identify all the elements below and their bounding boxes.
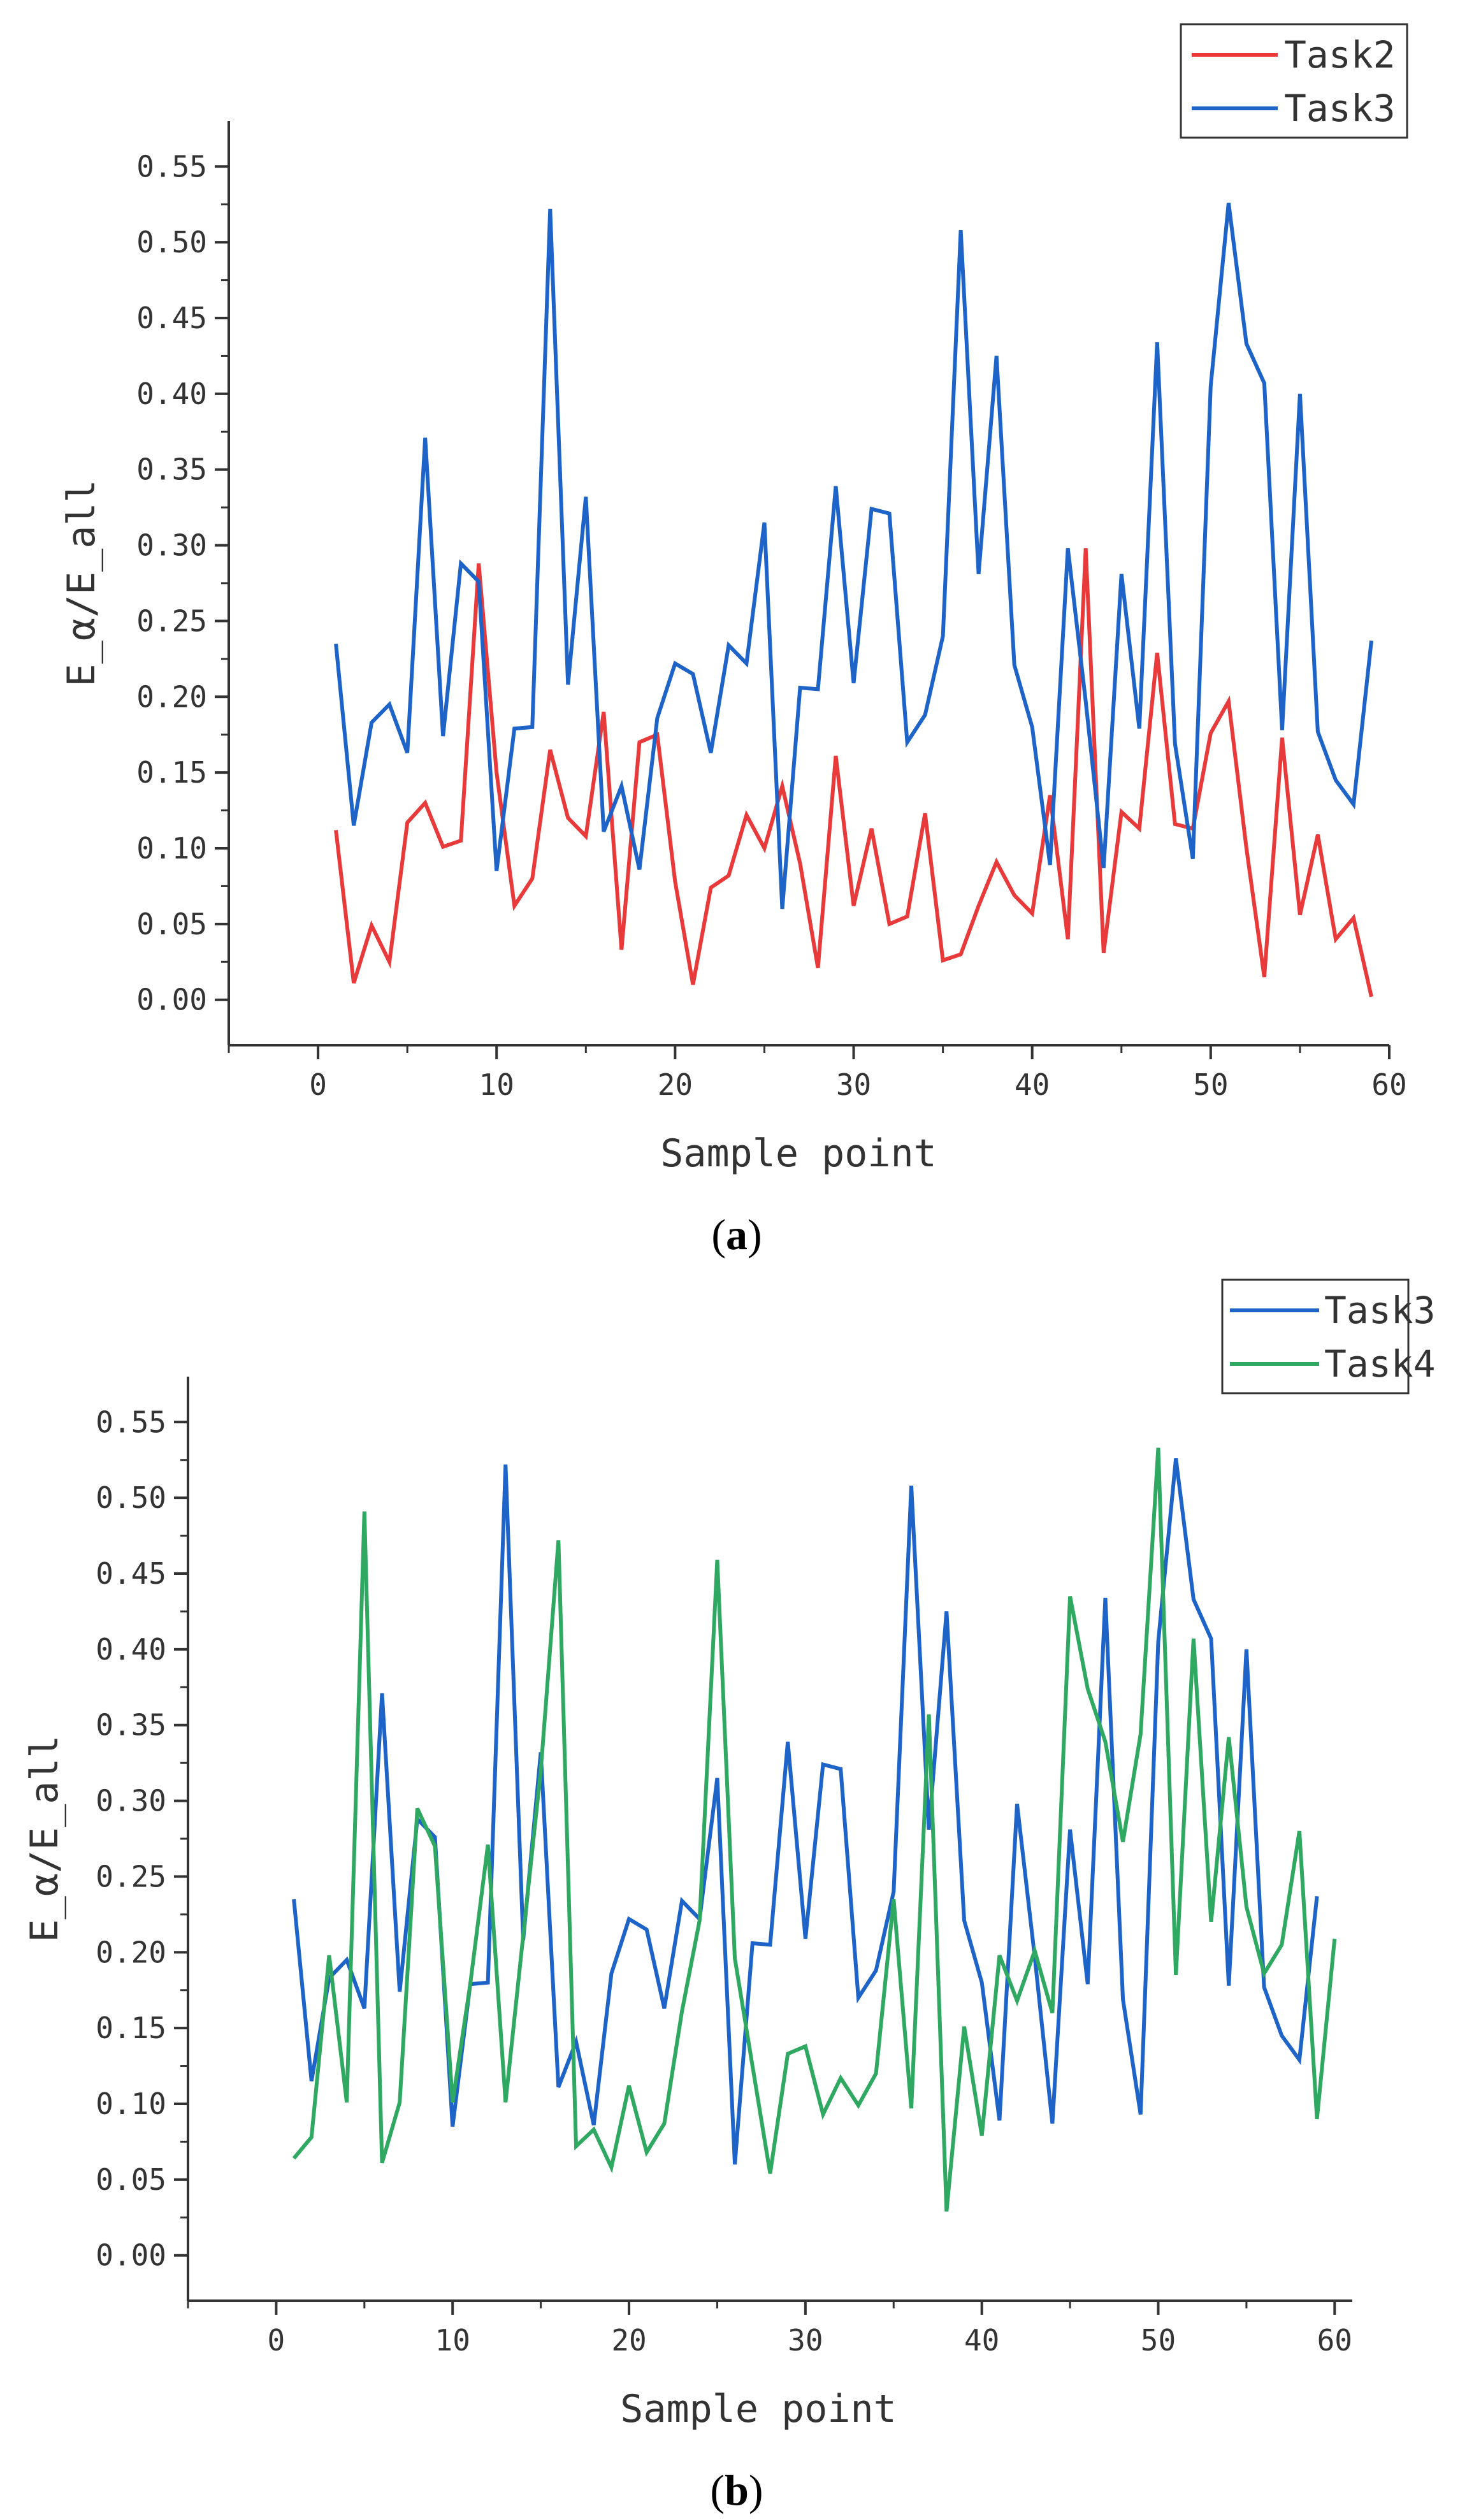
panel-a-x-tick-label: 10 [479,1068,514,1102]
panel-a-series-task3 [334,203,1373,909]
panel-b-y-tick-label: 0.20 [96,1935,166,1969]
panel-b-legend-label-task4: Task4 [1324,1342,1436,1386]
panel-a-y-tick-label: 0.55 [136,149,207,184]
panel-a-y-tick-label: 0.40 [136,377,207,411]
panel-a-y-tick-label: 0.35 [136,453,207,487]
panel-b-x-tick-label: 40 [964,2323,999,2357]
panel-b-series-task4 [292,1447,1337,2212]
panel-a-series-lines [334,203,1373,997]
panel-a-ticks: 0.00 0.05 0.10 0.15 0.20 0.25 0.30 0.35 0.40 0.45… [136,149,1406,1102]
panel-a-y-tick-label: 0.00 [136,983,207,1017]
panel-a-x-tick-label: 0 [309,1068,327,1102]
panel-a-x-tick-label: 50 [1193,1068,1228,1102]
chart-panel-a: 0.00 0.05 0.10 0.15 0.20 0.25 0.30 0.35 0.40 0.45… [59,23,1408,1176]
panel-a-y-axis-label: E_α/E_all [59,479,104,686]
panel-b-legend-box [1221,1278,1410,1394]
panel-b-ticks: 0.00 0.05 0.10 0.15 0.20 0.25 0.30 0.35 0.40 0.45… [96,1405,1352,2357]
panel-a-y-tick-label: 0.25 [136,604,207,638]
panel-a-y-tick-label: 0.05 [136,907,207,941]
panel-b-y-tick-label: 0.05 [96,2162,166,2197]
panel-a-series-task2 [334,548,1373,997]
panel-b-legend-label-task3: Task3 [1324,1289,1436,1332]
panel-a-legend-label-task3: Task3 [1284,87,1396,130]
panel-a-y-tick-label: 0.30 [136,528,207,563]
panel-a-x-tick-label: 30 [836,1068,871,1102]
panel-b-x-tick-label: 20 [611,2323,646,2357]
panel-a-x-tick-label: 40 [1015,1068,1050,1102]
chart-panel-b: 0.00 0.05 0.10 0.15 0.20 0.25 0.30 0.35 0.40 0.45… [22,1278,1436,2431]
panel-a-legend-box [1180,23,1408,139]
panel-b-y-tick-label: 0.00 [96,2238,166,2273]
panel-b-y-tick-label: 0.15 [96,2011,166,2045]
panel-b-x-tick-label: 0 [268,2323,285,2357]
panel-a-x-tick-label: 60 [1371,1068,1406,1102]
caption-b: (b) [710,2466,763,2514]
caption-a: (a) [711,1210,762,1259]
panel-b-y-tick-label: 0.45 [96,1556,166,1591]
panel-a-y-tick-label: 0.45 [136,301,207,335]
panel-b-x-tick-label: 60 [1317,2323,1352,2357]
panel-b-y-axis-label: E_α/E_all [22,1735,67,1942]
panel-b-y-tick-label: 0.25 [96,1859,166,1894]
panel-b-y-tick-label: 0.50 [96,1481,166,1515]
panel-b-y-tick-label: 0.40 [96,1632,166,1667]
panel-a-y-tick-label: 0.15 [136,755,207,790]
panel-b-x-tick-label: 10 [435,2323,470,2357]
panel-b-y-tick-label: 0.30 [96,1784,166,1818]
panel-b-series-lines [292,1447,1337,2212]
panel-b-x-tick-label: 30 [788,2323,823,2357]
panel-b-legend: Task3 Task4 [1221,1278,1436,1394]
panel-b-y-tick-label: 0.35 [96,1708,166,1742]
panel-a-y-tick-label: 0.10 [136,831,207,865]
panel-a-x-axis-label: Sample point [660,1131,936,1176]
panel-a-legend: Task2 Task3 [1180,23,1408,139]
panel-b-x-tick-label: 50 [1141,2323,1176,2357]
panel-b-y-tick-label: 0.10 [96,2087,166,2121]
panel-a-x-tick-label: 20 [658,1068,693,1102]
panel-a-legend-label-task2: Task2 [1284,33,1396,76]
panel-a-y-tick-label: 0.50 [136,225,207,259]
panel-b-y-tick-label: 0.55 [96,1405,166,1439]
panel-b-x-axis-label: Sample point [620,2387,896,2431]
panel-a-y-tick-label: 0.20 [136,679,207,714]
